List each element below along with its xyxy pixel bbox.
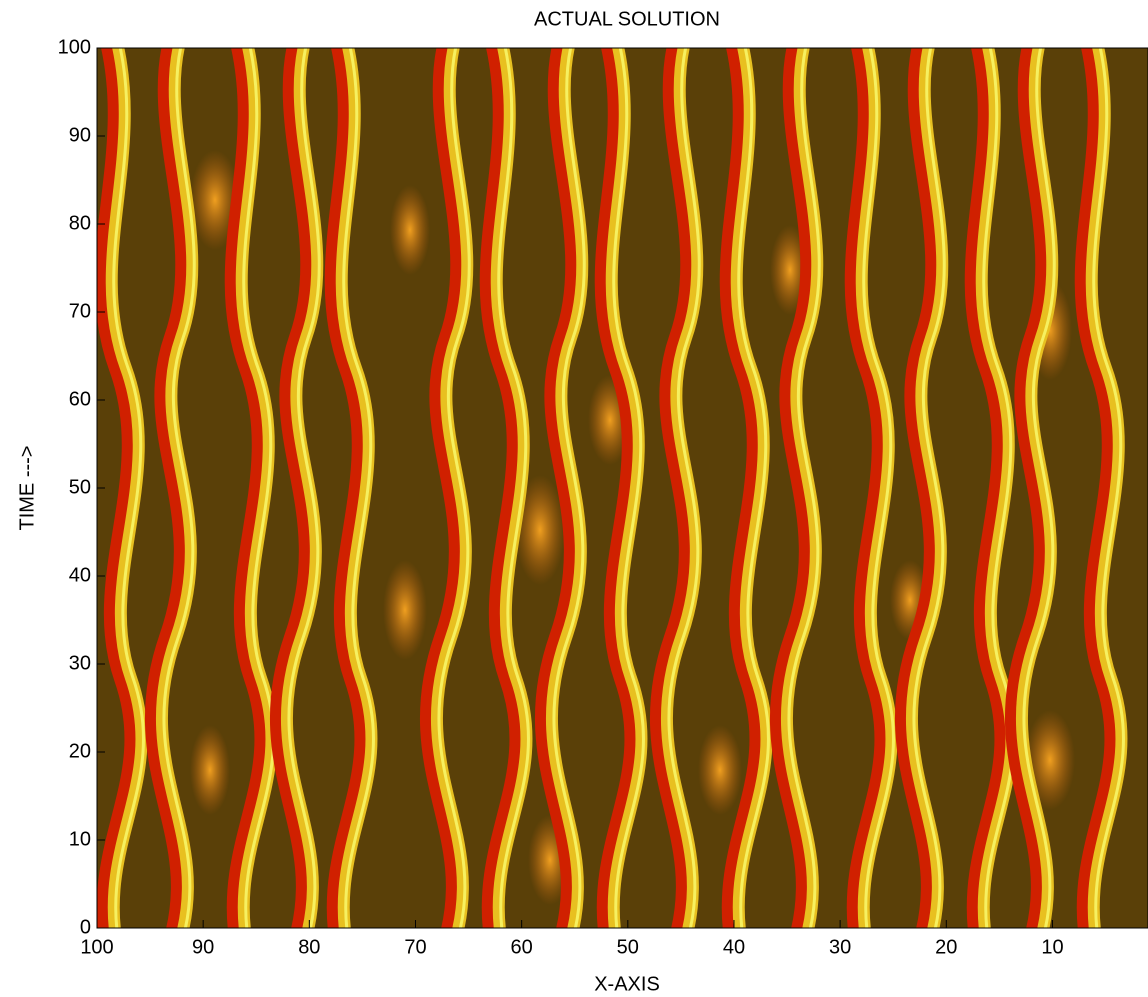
x-tick-label: 100	[80, 936, 113, 958]
x-tick-label: 10	[1041, 936, 1063, 958]
y-tick-label: 30	[69, 652, 91, 674]
y-tick-label: 10	[69, 828, 91, 850]
x-tick-label: 40	[723, 936, 745, 958]
y-tick-label: 80	[69, 212, 91, 234]
x-tick-label: 50	[617, 936, 639, 958]
chart-title: ACTUAL SOLUTION	[534, 8, 720, 30]
x-tick-label: 60	[511, 936, 533, 958]
surface-texture	[97, 48, 1148, 928]
x-tick-label: 20	[935, 936, 957, 958]
y-tick-label: 50	[69, 476, 91, 498]
y-axis-label: TIME --->	[16, 446, 38, 531]
y-tick-label: 0	[80, 916, 91, 938]
x-tick-label: 30	[829, 936, 851, 958]
y-tick-label: 40	[69, 564, 91, 586]
y-tick-label: 70	[69, 300, 91, 322]
x-tick-label: 90	[192, 936, 214, 958]
y-tick-label: 20	[69, 740, 91, 762]
y-tick-label: 90	[69, 124, 91, 146]
y-tick-label: 60	[69, 388, 91, 410]
y-tick-label: 100	[58, 36, 91, 58]
x-axis-label: X-AXIS	[594, 973, 660, 995]
x-tick-label: 70	[404, 936, 426, 958]
x-tick-label: 80	[298, 936, 320, 958]
